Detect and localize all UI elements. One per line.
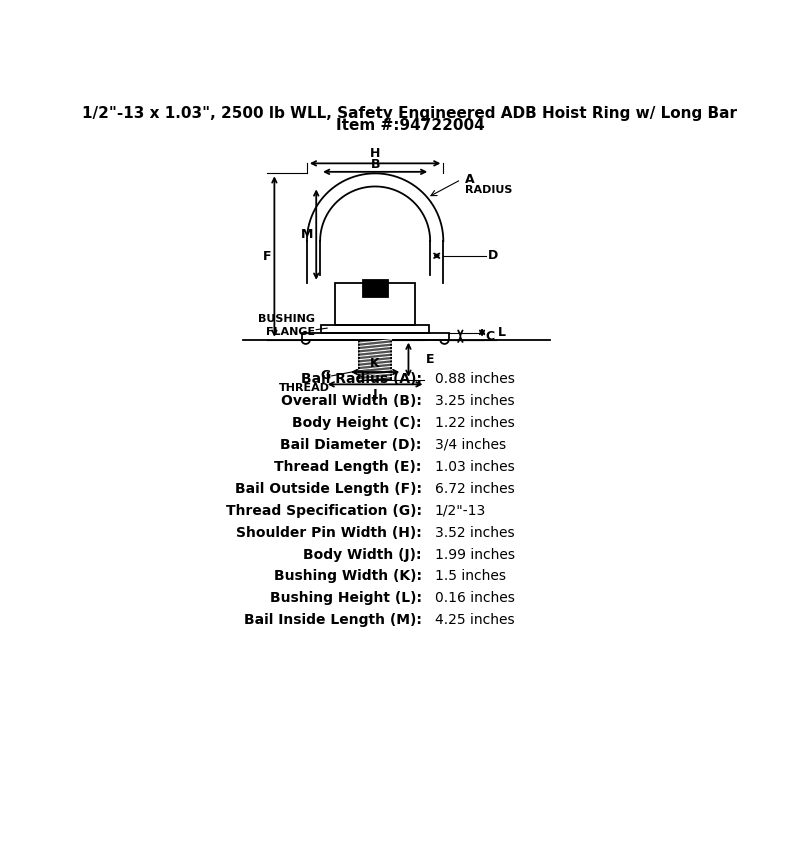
- Text: 3.25 inches: 3.25 inches: [435, 394, 514, 408]
- Text: Thread Specification (G):: Thread Specification (G):: [226, 504, 422, 517]
- Polygon shape: [359, 340, 391, 380]
- Text: J: J: [373, 388, 378, 401]
- Text: 1/2"-13: 1/2"-13: [435, 504, 486, 517]
- Text: 0.16 inches: 0.16 inches: [435, 591, 514, 605]
- Text: Thread Length (E):: Thread Length (E):: [274, 460, 422, 474]
- Text: L: L: [498, 326, 506, 339]
- Text: 6.72 inches: 6.72 inches: [435, 482, 514, 496]
- Text: Bail Outside Length (F):: Bail Outside Length (F):: [234, 482, 422, 496]
- Text: 1.5 inches: 1.5 inches: [435, 570, 506, 583]
- Text: H: H: [370, 148, 380, 160]
- Text: 3.52 inches: 3.52 inches: [435, 526, 514, 539]
- Text: Bushing Width (K):: Bushing Width (K):: [274, 570, 422, 583]
- Text: F: F: [262, 250, 271, 263]
- Text: 3/4 inches: 3/4 inches: [435, 438, 506, 452]
- Text: Bail Inside Length (M):: Bail Inside Length (M):: [244, 613, 422, 628]
- Text: A: A: [465, 173, 474, 186]
- Text: G: G: [320, 370, 330, 382]
- Text: Overall Width (B):: Overall Width (B):: [281, 394, 422, 408]
- Text: BUSHING: BUSHING: [258, 314, 314, 324]
- Text: M: M: [301, 228, 313, 241]
- Text: C: C: [485, 330, 494, 343]
- Text: K: K: [370, 357, 380, 370]
- Text: Item #:94722004: Item #:94722004: [336, 118, 484, 133]
- Text: Bail Radius (A):: Bail Radius (A):: [301, 372, 422, 386]
- Text: 0.88 inches: 0.88 inches: [435, 372, 514, 386]
- Text: Shoulder Pin Width (H):: Shoulder Pin Width (H):: [236, 526, 422, 539]
- Text: 1.99 inches: 1.99 inches: [435, 548, 515, 561]
- Text: 1/2"-13 x 1.03", 2500 lb WLL, Safety Engineered ADB Hoist Ring w/ Long Bar: 1/2"-13 x 1.03", 2500 lb WLL, Safety Eng…: [82, 106, 738, 121]
- Text: RADIUS: RADIUS: [465, 185, 512, 194]
- Text: Bushing Height (L):: Bushing Height (L):: [270, 591, 422, 605]
- Text: Body Height (C):: Body Height (C):: [292, 416, 422, 430]
- Text: Body Width (J):: Body Width (J):: [303, 548, 422, 561]
- Text: THREAD: THREAD: [279, 383, 330, 393]
- Text: D: D: [487, 249, 498, 262]
- Text: 1.03 inches: 1.03 inches: [435, 460, 514, 474]
- Text: 4.25 inches: 4.25 inches: [435, 613, 514, 628]
- Text: 1.22 inches: 1.22 inches: [435, 416, 514, 430]
- Polygon shape: [362, 280, 387, 297]
- Text: FLANGE: FLANGE: [266, 326, 314, 337]
- Text: Bail Diameter (D):: Bail Diameter (D):: [280, 438, 422, 452]
- Text: B: B: [370, 158, 380, 171]
- Text: E: E: [426, 354, 434, 366]
